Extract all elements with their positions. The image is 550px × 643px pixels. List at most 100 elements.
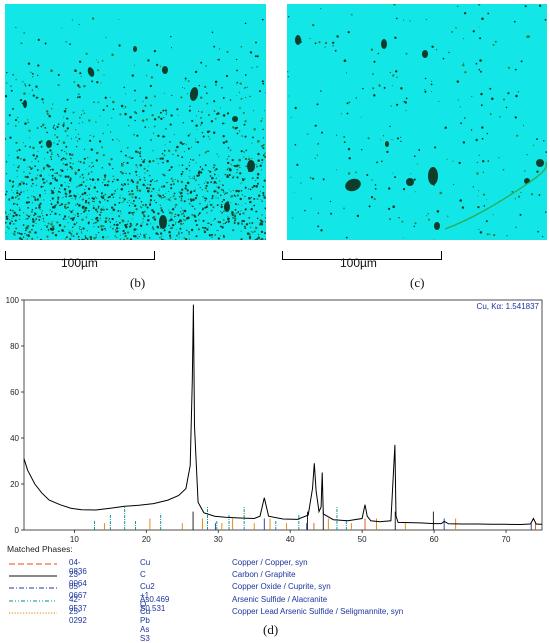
map-speck — [187, 80, 190, 82]
map-speck — [70, 167, 74, 170]
map-speck — [79, 226, 81, 228]
map-speck — [229, 168, 232, 172]
map-speck — [162, 211, 165, 214]
map-speck — [59, 187, 61, 189]
map-speck — [487, 160, 490, 162]
map-speck — [169, 236, 172, 240]
map-speck — [233, 194, 236, 197]
map-speck — [63, 225, 66, 228]
map-speck — [372, 73, 374, 76]
map-speck — [203, 226, 205, 229]
map-speck — [125, 93, 126, 95]
map-speck — [41, 123, 45, 127]
map-speck — [542, 236, 544, 238]
map-speck — [212, 220, 214, 222]
map-speck — [53, 206, 56, 209]
map-speck — [367, 137, 370, 140]
wavelength-annotation: Cu, Kα: 1.541837 — [477, 302, 540, 311]
map-speck — [103, 174, 107, 177]
map-speck — [544, 211, 547, 213]
map-speck — [50, 223, 53, 226]
map-speck — [155, 232, 158, 235]
map-speck — [378, 84, 381, 87]
map-speck — [155, 179, 158, 182]
map-speck — [47, 239, 49, 240]
map-speck — [174, 223, 176, 225]
map-speck — [73, 194, 76, 197]
map-speck — [131, 218, 133, 220]
map-speck — [74, 198, 77, 200]
map-speck — [66, 117, 69, 120]
map-speck — [35, 85, 38, 88]
map-speck — [356, 214, 360, 218]
map-speck — [97, 205, 100, 208]
map-speck — [200, 96, 203, 99]
map-speck — [181, 232, 183, 234]
map-speck — [16, 156, 20, 159]
map-speck — [100, 228, 104, 231]
map-speck — [9, 222, 12, 225]
map-speck — [261, 238, 264, 240]
map-speck — [184, 77, 187, 80]
map-speck — [182, 223, 184, 225]
map-speck — [80, 231, 83, 233]
map-speck — [347, 31, 350, 34]
map-speck — [46, 112, 49, 116]
map-speck — [453, 183, 455, 186]
map-speck — [44, 42, 47, 45]
map-speck — [177, 179, 179, 181]
map-speck — [80, 75, 82, 77]
map-speck — [206, 181, 209, 184]
map-speck — [95, 159, 98, 162]
map-speck — [8, 114, 11, 117]
map-speck — [374, 188, 377, 190]
map-speck — [29, 137, 31, 139]
map-speck — [118, 215, 121, 218]
map-speck — [8, 219, 10, 221]
legend-line-swatch — [9, 575, 57, 577]
map-speck — [128, 156, 131, 158]
map-speck — [345, 236, 348, 239]
map-speck — [153, 118, 157, 121]
map-speck — [237, 203, 239, 206]
map-speck — [168, 169, 171, 171]
map-speck — [67, 201, 71, 205]
map-speck — [99, 219, 101, 221]
map-speck — [111, 53, 114, 57]
map-speck — [257, 234, 260, 236]
map-speck — [183, 215, 186, 217]
xrd-series-line — [23, 304, 542, 526]
map-speck — [457, 5, 459, 7]
map-speck — [18, 214, 21, 217]
map-speck — [116, 237, 118, 239]
map-speck — [189, 133, 191, 135]
map-speck — [109, 226, 111, 228]
map-speck — [127, 201, 129, 204]
map-speck — [292, 217, 294, 219]
map-speck — [64, 206, 67, 210]
map-speck — [61, 229, 64, 232]
map-speck — [218, 156, 220, 158]
map-speck — [487, 12, 490, 15]
map-speck — [130, 157, 133, 160]
map-speck — [195, 140, 197, 143]
map-speck — [36, 198, 39, 201]
map-speck — [37, 160, 40, 162]
map-speck — [293, 192, 295, 193]
map-speck — [436, 49, 438, 51]
map-speck — [430, 83, 433, 86]
map-speck — [127, 157, 129, 159]
map-speck — [145, 233, 147, 235]
map-speck — [109, 163, 111, 164]
map-speck — [110, 225, 112, 227]
map-speck — [425, 18, 427, 21]
map-speck — [88, 172, 90, 174]
map-speck — [34, 157, 37, 160]
map-speck — [265, 238, 266, 240]
map-speck — [200, 121, 204, 125]
plot-frame — [23, 299, 543, 531]
map-speck — [222, 198, 226, 201]
map-speck — [46, 224, 49, 227]
map-speck — [36, 169, 39, 171]
map-speck — [463, 117, 466, 119]
